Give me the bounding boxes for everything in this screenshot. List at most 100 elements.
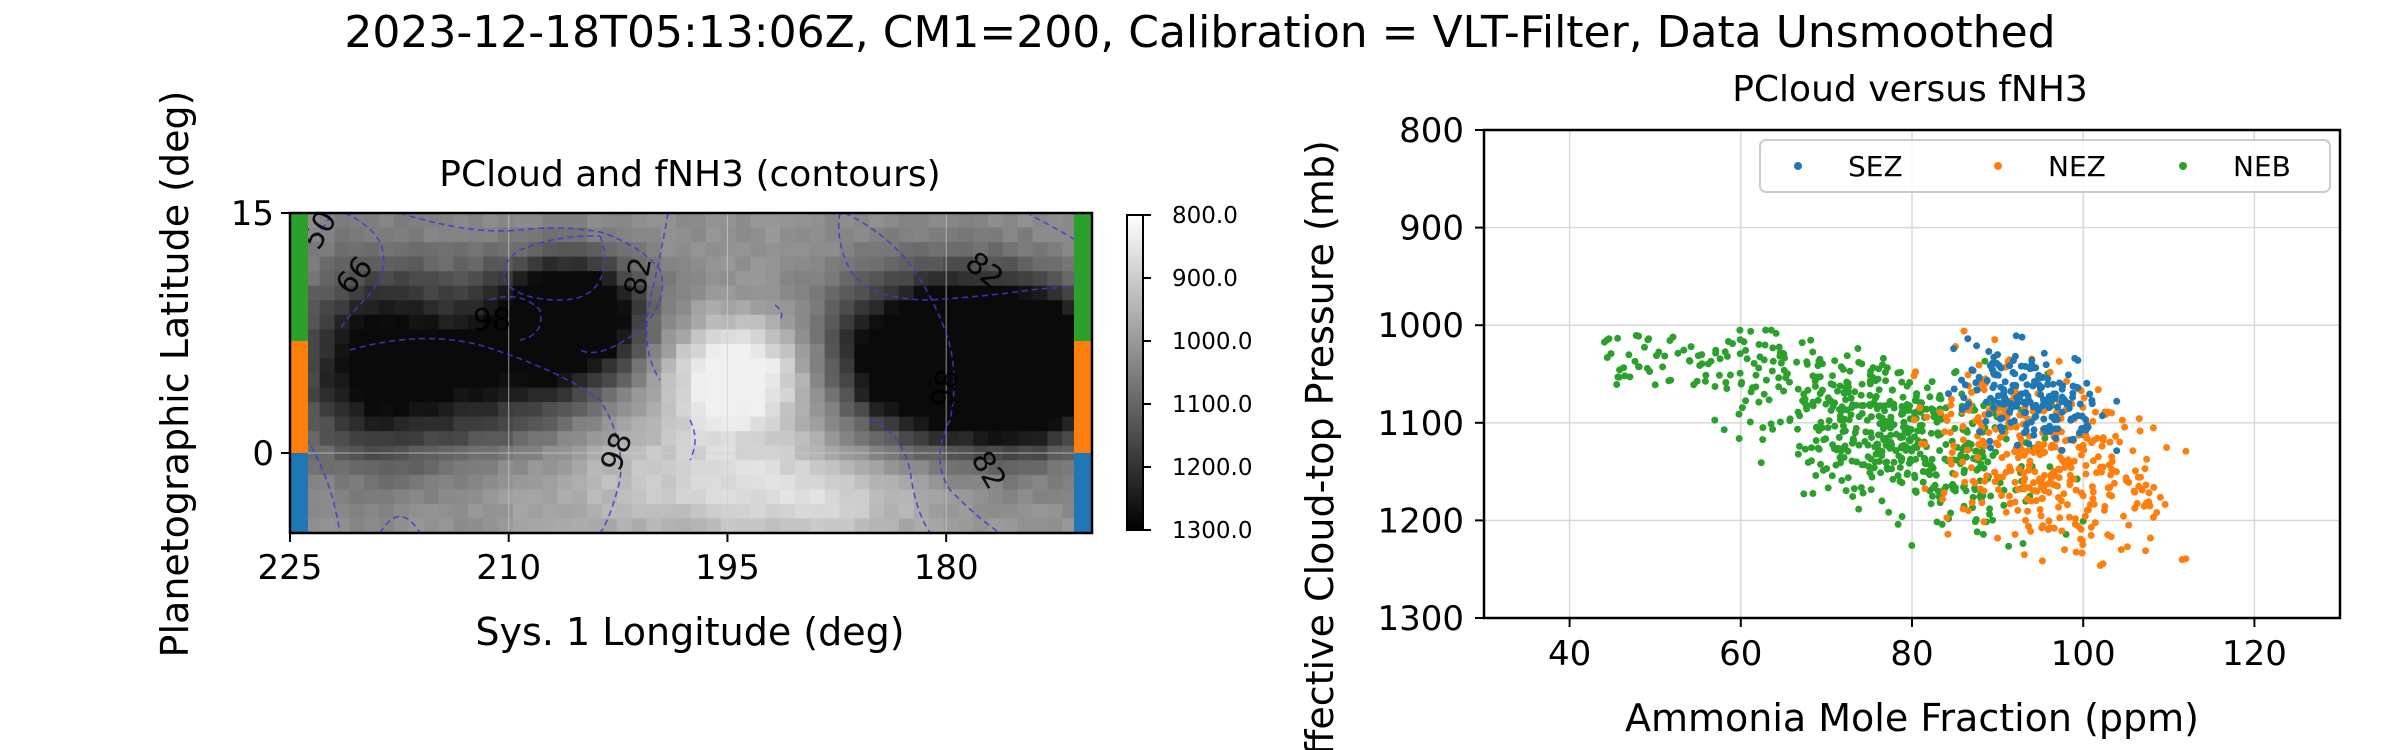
heatmap-cell (497, 373, 514, 389)
heatmap-cell (304, 503, 321, 520)
heatmap-cell (572, 314, 588, 330)
heatmap-cell (334, 431, 351, 447)
heatmap-cell (1017, 314, 1034, 330)
heatmap-cell (646, 431, 662, 447)
heatmap-cell (1062, 416, 1078, 432)
heatmap-cell (824, 227, 841, 243)
scatter-point-neb (1667, 376, 1675, 384)
heatmap-cell (483, 358, 499, 374)
heatmap-cell (735, 343, 752, 360)
heatmap-cell (616, 503, 633, 520)
heatmap-cell (661, 256, 677, 272)
heatmap-cell (646, 271, 662, 287)
heatmap-cell (379, 460, 395, 476)
heatmap-cell (601, 242, 618, 258)
heatmap-cell (854, 402, 870, 418)
heatmap-cell (898, 358, 915, 374)
heatmap-cell (304, 518, 321, 534)
heatmap-cell (809, 256, 826, 272)
heatmap-cell (1047, 489, 1063, 505)
scatter-point-nez (1980, 386, 1988, 394)
scatter-point-neb (1852, 424, 1860, 432)
heatmap-cell (616, 373, 633, 389)
heatmap-cell (735, 256, 752, 272)
scatter-point-nez (2061, 546, 2068, 554)
heatmap-cell (379, 358, 395, 374)
heatmap-cell (349, 503, 365, 520)
heatmap-cell (304, 489, 321, 505)
heatmap-cell (1032, 402, 1049, 418)
heatmap-cell (542, 256, 558, 272)
heatmap-cell (958, 343, 974, 360)
heatmap-cell (735, 285, 752, 301)
heatmap-cell (691, 300, 707, 316)
heatmap-cell (349, 431, 365, 447)
heatmap-cell (735, 416, 752, 432)
scatter-point-sez (1974, 386, 1981, 394)
heatmap-cell (780, 343, 796, 360)
heatmap-cell (705, 242, 722, 258)
scatter-point-nez (2045, 489, 2053, 496)
heatmap-cell (408, 242, 425, 258)
heatmap-cell (587, 489, 603, 505)
heatmap-cell (468, 256, 484, 272)
scatter-point-neb (1914, 427, 1922, 435)
heatmap-cell (601, 358, 618, 374)
heatmap-cell (527, 256, 544, 272)
scatter-point-sez (2031, 413, 2039, 421)
scatter-point-neb (1794, 408, 1802, 416)
scatter-point-nez (2096, 562, 2104, 569)
heatmap-cell (304, 242, 321, 258)
heatmap-cell (319, 227, 336, 243)
heatmap-cell (839, 314, 855, 330)
scatter-point-nez (2142, 547, 2150, 555)
scatter-point-neb (1874, 441, 1882, 449)
scatter-point-sez (1988, 361, 1995, 369)
scatter-point-nez (2002, 468, 2010, 476)
scatter-x-tick-label: 120 (2222, 634, 2287, 674)
heatmap-cell (765, 402, 781, 418)
scatter-point-neb (1605, 335, 1613, 343)
heatmap-cell (869, 285, 885, 301)
heatmap-cell (958, 474, 974, 490)
heatmap-cell (676, 373, 692, 389)
scatter-point-neb (1740, 338, 1748, 346)
scatter-point-nez (1964, 446, 1971, 454)
contour-line (489, 295, 542, 341)
scatter-point-neb (1738, 378, 1746, 386)
heatmap-cell (557, 431, 573, 447)
heatmap-cell (794, 242, 811, 258)
scatter-point-neb (1736, 369, 1744, 377)
heatmap-cell (557, 285, 573, 301)
heatmap-cell (809, 518, 826, 534)
scatter-point-nez (2089, 488, 2097, 496)
scatter-point-sez (2020, 409, 2028, 416)
scatter-point-neb (1736, 350, 1744, 358)
scatter-point-nez (1964, 371, 1972, 379)
heatmap-cell (973, 329, 989, 345)
heatmap-cell (1002, 314, 1019, 330)
scatter-point-nez (2067, 464, 2075, 472)
scatter-point-neb (1786, 415, 1794, 423)
heatmap-cell (1047, 329, 1063, 345)
heatmap-cell (572, 300, 588, 316)
scatter-point-sez (2088, 400, 2096, 408)
heatmap-cell (393, 329, 410, 345)
heatmap-cell (587, 271, 603, 287)
heatmap-cell (497, 271, 514, 287)
contour-line (689, 419, 696, 461)
scatter-point-nez (1968, 499, 1976, 507)
heatmap-cell (631, 358, 648, 374)
heatmap-cell (1017, 213, 1034, 229)
heatmap-cell (497, 460, 514, 476)
heatmap-cell (676, 285, 692, 301)
heatmap-cell (601, 402, 618, 418)
scatter-point-sez (2022, 421, 2030, 429)
heatmap-cell (943, 329, 959, 345)
heatmap-cell (497, 431, 514, 447)
scatter-point-neb (1779, 350, 1787, 357)
heatmap-cell (735, 300, 752, 316)
heatmap-cell (349, 387, 365, 403)
heatmap-cell (601, 285, 618, 301)
heatmap-cell (512, 256, 529, 272)
